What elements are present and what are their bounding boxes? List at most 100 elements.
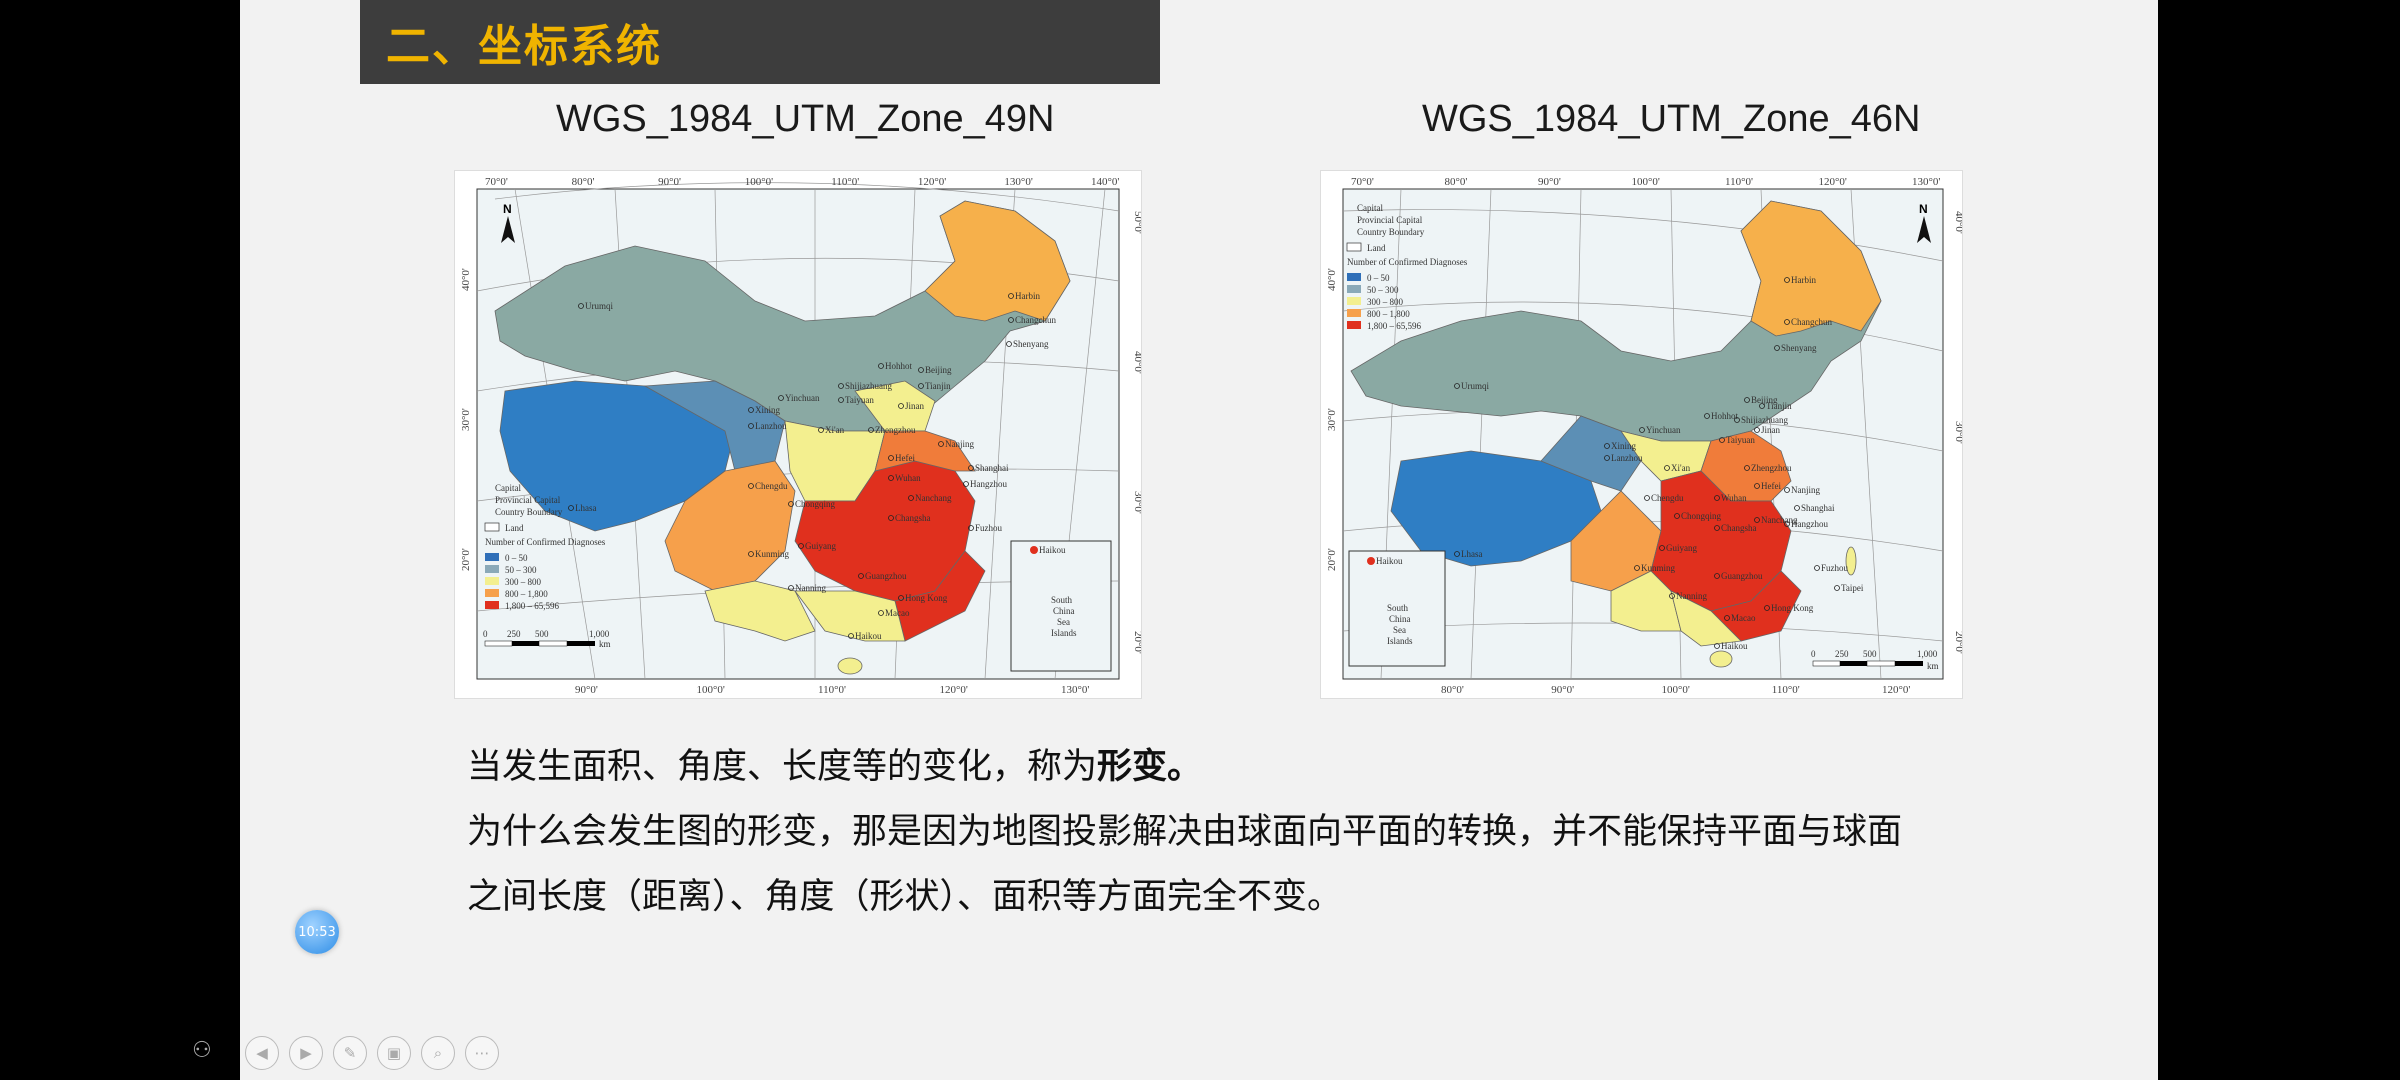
left-map-graphic: Capital Provincial Capital Country Bound…	[455, 171, 1141, 698]
top-tick-label: 90°0'	[658, 176, 681, 188]
right-map-ticks: 70°0' 80°0' 90°0' 100°0' 110°0' 120°0' 130°0' 8…	[1326, 176, 1962, 696]
text-line-1-prefix: 当发生面积、角度、长度等的变化，称为	[467, 747, 1098, 787]
city-label: Changchun	[1791, 317, 1832, 327]
svg-text:Islands: Islands	[1051, 628, 1077, 638]
legend-swatch	[1347, 321, 1361, 329]
legend-swatch	[485, 565, 499, 573]
next-icon[interactable]: ▶	[289, 1036, 323, 1070]
legend-swatch	[1347, 285, 1361, 293]
city-label: Yinchuan	[1646, 425, 1681, 435]
city-label: Hangzhou	[970, 479, 1007, 489]
city-label: Wuhan	[895, 473, 921, 483]
city-label: Chongqing	[1681, 511, 1722, 521]
city-label: Changsha	[895, 513, 931, 523]
more-icon[interactable]: ⋯	[465, 1036, 499, 1070]
city-label: Jinan	[905, 401, 924, 411]
city-marker	[1644, 495, 1650, 501]
bottom-tick-label: 90°0'	[575, 684, 598, 696]
bottom-tick-label: 110°0'	[818, 684, 846, 696]
previous-icon[interactable]: ◀	[245, 1036, 279, 1070]
city-marker	[798, 543, 804, 549]
city-marker	[748, 407, 754, 413]
text-line-1-bold: 形变。	[1097, 747, 1203, 787]
legend-class-label: 800 – 1,800	[1367, 309, 1410, 319]
svg-text:km: km	[1927, 661, 1939, 671]
city-label: Harbin	[1791, 275, 1816, 285]
legend-class-label: 800 – 1,800	[505, 589, 548, 599]
city-label: Wuhan	[1721, 493, 1747, 503]
legend-class-label: 300 – 800	[1367, 297, 1404, 307]
city-marker	[748, 423, 754, 429]
city-marker	[778, 395, 784, 401]
city-marker	[898, 403, 904, 409]
legend-swatch	[1347, 273, 1361, 281]
legend-swatch	[485, 601, 499, 609]
city-label: Shenyang	[1013, 339, 1049, 349]
top-tick-label: 80°0'	[1445, 176, 1468, 188]
city-marker	[838, 397, 844, 403]
city-marker	[568, 505, 574, 511]
city-marker	[1634, 565, 1640, 571]
svg-text:Haikou: Haikou	[1039, 545, 1066, 555]
top-tick-label: 100°0'	[745, 176, 773, 188]
left-tick-label: 40°0'	[460, 268, 472, 291]
svg-text:500: 500	[1863, 649, 1877, 659]
right-tick-label: 40°0'	[1953, 211, 1962, 234]
city-marker	[968, 465, 974, 471]
city-marker	[1724, 615, 1730, 621]
zoom-icon[interactable]: ⌕	[421, 1036, 455, 1070]
legend-provincial-capital: Provincial Capital	[495, 495, 561, 505]
north-arrow-icon: N	[501, 202, 515, 243]
city-marker	[938, 441, 944, 447]
city-label: Chongqing	[795, 499, 836, 509]
city-label: Harbin	[1015, 291, 1040, 301]
left-tick-label: 30°0'	[460, 408, 472, 431]
top-tick-label: 70°0'	[1351, 176, 1374, 188]
city-marker	[1754, 483, 1760, 489]
timestamp-bubble[interactable]: 10:53	[295, 910, 339, 954]
svg-text:Number of Confirmed Diagnoses: Number of Confirmed Diagnoses	[1347, 257, 1468, 267]
city-marker	[1006, 341, 1012, 347]
city-label: Zhengzhou	[875, 425, 916, 435]
city-label: Nanchang	[1761, 515, 1798, 525]
city-marker	[1669, 593, 1675, 599]
city-marker	[898, 595, 904, 601]
city-marker	[788, 585, 794, 591]
text-line-1: 当发生面积、角度、长度等的变化，称为形变。	[467, 738, 1202, 789]
city-marker	[1734, 417, 1740, 423]
top-tick-label: 70°0'	[485, 176, 508, 188]
city-label: Nanchang	[915, 493, 952, 503]
city-label: Jinan	[1761, 425, 1780, 435]
city-marker	[1008, 317, 1014, 323]
pen-icon[interactable]: ✎	[333, 1036, 367, 1070]
city-marker	[888, 515, 894, 521]
slides-icon[interactable]: ▣	[377, 1036, 411, 1070]
legend-heading: Number of Confirmed Diagnoses	[485, 537, 606, 547]
city-marker	[788, 501, 794, 507]
person-icon[interactable]: ⚇	[192, 1038, 212, 1063]
city-label: Xining	[1611, 441, 1637, 451]
city-marker	[963, 481, 969, 487]
legend-class-label: 0 – 50	[505, 553, 528, 563]
city-marker	[1784, 277, 1790, 283]
city-marker	[1784, 487, 1790, 493]
city-label: Shijiazhuang	[845, 381, 892, 391]
left-map-ticks: 70°0' 80°0' 90°0' 100°0' 110°0' 120°0' 130°0' 1…	[460, 176, 1141, 696]
city-label: Xining	[755, 405, 781, 415]
city-marker	[818, 427, 824, 433]
right-map-caption: WGS_1984_UTM_Zone_46N	[1422, 98, 1921, 140]
left-map-city-labels: Urumqi Harbin Changchun Shenyang Hohhot Beiji…	[568, 291, 1056, 641]
svg-text:Sea: Sea	[1057, 617, 1070, 627]
city-marker	[1704, 413, 1710, 419]
player-control-bar: ◀ ▶ ✎ ▣ ⌕ ⋯	[245, 1036, 499, 1070]
city-marker	[1664, 465, 1670, 471]
city-label: Tianjin	[1766, 401, 1792, 411]
top-tick-label: 100°0'	[1632, 176, 1660, 188]
city-marker	[878, 610, 884, 616]
text-line-3: 之间长度（距离）、角度（形状）、面积等方面完全不变。	[467, 877, 1343, 917]
svg-text:1,000: 1,000	[1917, 649, 1938, 659]
svg-text:South: South	[1387, 603, 1409, 613]
svg-text:Sea: Sea	[1393, 625, 1406, 635]
city-label: Taipei	[1841, 583, 1864, 593]
svg-text:250: 250	[1835, 649, 1849, 659]
